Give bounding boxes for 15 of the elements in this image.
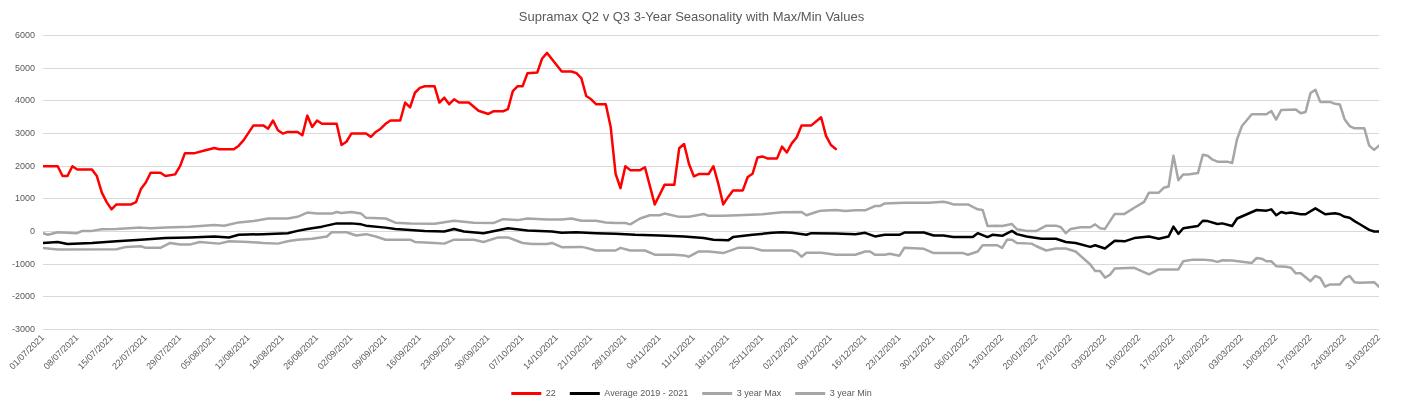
legend-label: 22 [545,387,556,398]
y-tick-label: 3000 [14,128,36,139]
legend-label: 3 year Min [829,387,872,398]
y-tick-label: -2000 [11,291,36,302]
y-tick-label: -3000 [11,324,36,334]
y-tick-label: 1000 [14,193,36,204]
y-tick-label: 6000 [14,30,36,41]
y-tick-label: 5000 [14,62,36,73]
legend-label: Average 2019 - 2021 [604,387,689,398]
y-tick-label: -1000 [11,258,36,269]
y-tick-label: 0 [30,226,36,237]
y-tick-label: 2000 [14,160,36,171]
y-tick-label: 4000 [14,95,36,106]
chart-title: Supramax Q2 v Q3 3-Year Seasonality with Max/Min Values [518,9,865,25]
legend-label: 3 year Max [736,387,782,398]
